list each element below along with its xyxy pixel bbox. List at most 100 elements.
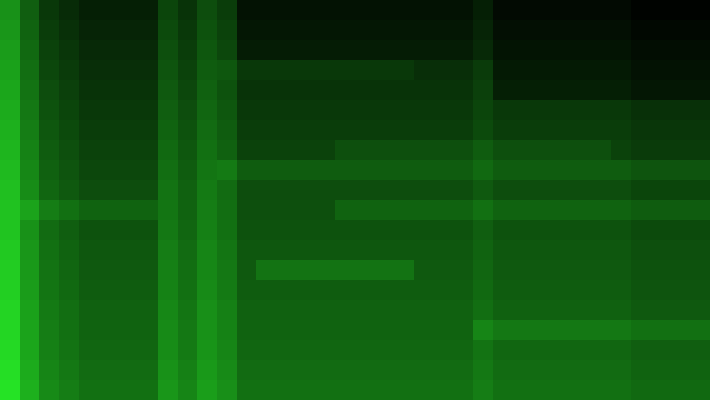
heatmap-cell	[237, 60, 257, 81]
heatmap-cell	[690, 180, 710, 201]
heatmap-cell	[256, 140, 276, 161]
heatmap-cell	[454, 120, 474, 141]
heatmap-cell	[178, 220, 198, 241]
heatmap-cell	[296, 220, 316, 241]
heatmap-cell	[59, 320, 79, 341]
heatmap-cell	[671, 40, 691, 61]
heatmap-cell	[690, 80, 710, 101]
heatmap-cell	[197, 120, 217, 141]
heatmap-cell	[39, 60, 59, 81]
heatmap-cell	[355, 300, 375, 321]
heatmap-cell	[256, 160, 276, 181]
heatmap-cell	[276, 340, 296, 361]
heatmap-cell	[316, 260, 336, 281]
heatmap-cell	[592, 300, 612, 321]
heatmap-cell	[651, 0, 671, 21]
heatmap-cell	[118, 60, 138, 81]
heatmap-cell	[533, 140, 553, 161]
heatmap-cell	[493, 0, 513, 21]
heatmap-cell	[631, 60, 651, 81]
heatmap-cell	[631, 220, 651, 241]
heatmap-cell	[79, 320, 99, 341]
heatmap-cell	[572, 180, 592, 201]
heatmap-cell	[178, 160, 198, 181]
heatmap-cell	[572, 300, 592, 321]
heatmap-cell	[375, 220, 395, 241]
heatmap-cell	[59, 60, 79, 81]
heatmap-cell	[178, 260, 198, 281]
heatmap-cell	[592, 0, 612, 21]
heatmap-cell	[473, 120, 493, 141]
heatmap-cell	[473, 80, 493, 101]
heatmap-cell	[237, 20, 257, 41]
heatmap-cell	[0, 380, 20, 400]
heatmap-cell	[671, 120, 691, 141]
heatmap-cell	[39, 180, 59, 201]
heatmap-cell	[690, 340, 710, 361]
heatmap-cell	[611, 300, 631, 321]
heatmap-cell	[434, 80, 454, 101]
heatmap-cell	[414, 280, 434, 301]
heatmap-cell	[533, 360, 553, 381]
heatmap-cell	[690, 280, 710, 301]
heatmap-cell	[335, 60, 355, 81]
heatmap-cell	[39, 120, 59, 141]
heatmap-cell	[533, 300, 553, 321]
chart-svg	[0, 0, 710, 400]
heatmap-cell	[592, 120, 612, 141]
heatmap-cell	[572, 200, 592, 221]
heatmap-cell	[394, 140, 414, 161]
heatmap-cell	[552, 80, 572, 101]
heatmap-cell	[493, 280, 513, 301]
heatmap-cell	[138, 60, 158, 81]
heatmap-cell	[493, 120, 513, 141]
heatmap-cell	[552, 300, 572, 321]
heatmap-cell	[414, 20, 434, 41]
heatmap-cell	[20, 100, 40, 121]
heatmap-cell	[434, 20, 454, 41]
heatmap-cell	[611, 80, 631, 101]
heatmap-cell	[59, 260, 79, 281]
heatmap-cell	[335, 260, 355, 281]
heatmap-cell	[631, 0, 651, 21]
heatmap-cell	[454, 80, 474, 101]
heatmap-cell	[533, 220, 553, 241]
heatmap-cell	[611, 40, 631, 61]
heatmap-cell	[414, 220, 434, 241]
heatmap-cell	[178, 180, 198, 201]
heatmap-cell	[197, 300, 217, 321]
heatmap-cell	[592, 100, 612, 121]
heatmap-cell	[316, 220, 336, 241]
heatmap-cell	[20, 300, 40, 321]
heatmap-cell	[375, 360, 395, 381]
heatmap-cell	[414, 140, 434, 161]
heatmap-cell	[394, 340, 414, 361]
heatmap-cell	[394, 280, 414, 301]
heatmap-cell	[118, 200, 138, 221]
heatmap-cell	[118, 340, 138, 361]
heatmap-cell	[296, 20, 316, 41]
heatmap-cell	[178, 340, 198, 361]
heatmap-cell	[375, 200, 395, 221]
heatmap-cell	[296, 300, 316, 321]
heatmap-cell	[434, 200, 454, 221]
heatmap-cell	[178, 200, 198, 221]
heatmap-cell	[178, 120, 198, 141]
heatmap-cell	[651, 380, 671, 400]
heatmap-cell	[671, 0, 691, 21]
heatmap-cell	[296, 200, 316, 221]
heatmap-cell	[316, 300, 336, 321]
heatmap-cell	[434, 300, 454, 321]
heatmap-cell	[39, 220, 59, 241]
heatmap-cell	[0, 200, 20, 221]
heatmap-cell	[237, 140, 257, 161]
heatmap-cell	[158, 60, 178, 81]
heatmap-cell	[59, 0, 79, 21]
heatmap-cell	[611, 340, 631, 361]
heatmap-cell	[217, 320, 237, 341]
heatmap-cell	[0, 320, 20, 341]
heatmap-cell	[552, 200, 572, 221]
heatmap-cell	[335, 160, 355, 181]
heatmap-cell	[217, 0, 237, 21]
heatmap-cell	[611, 0, 631, 21]
